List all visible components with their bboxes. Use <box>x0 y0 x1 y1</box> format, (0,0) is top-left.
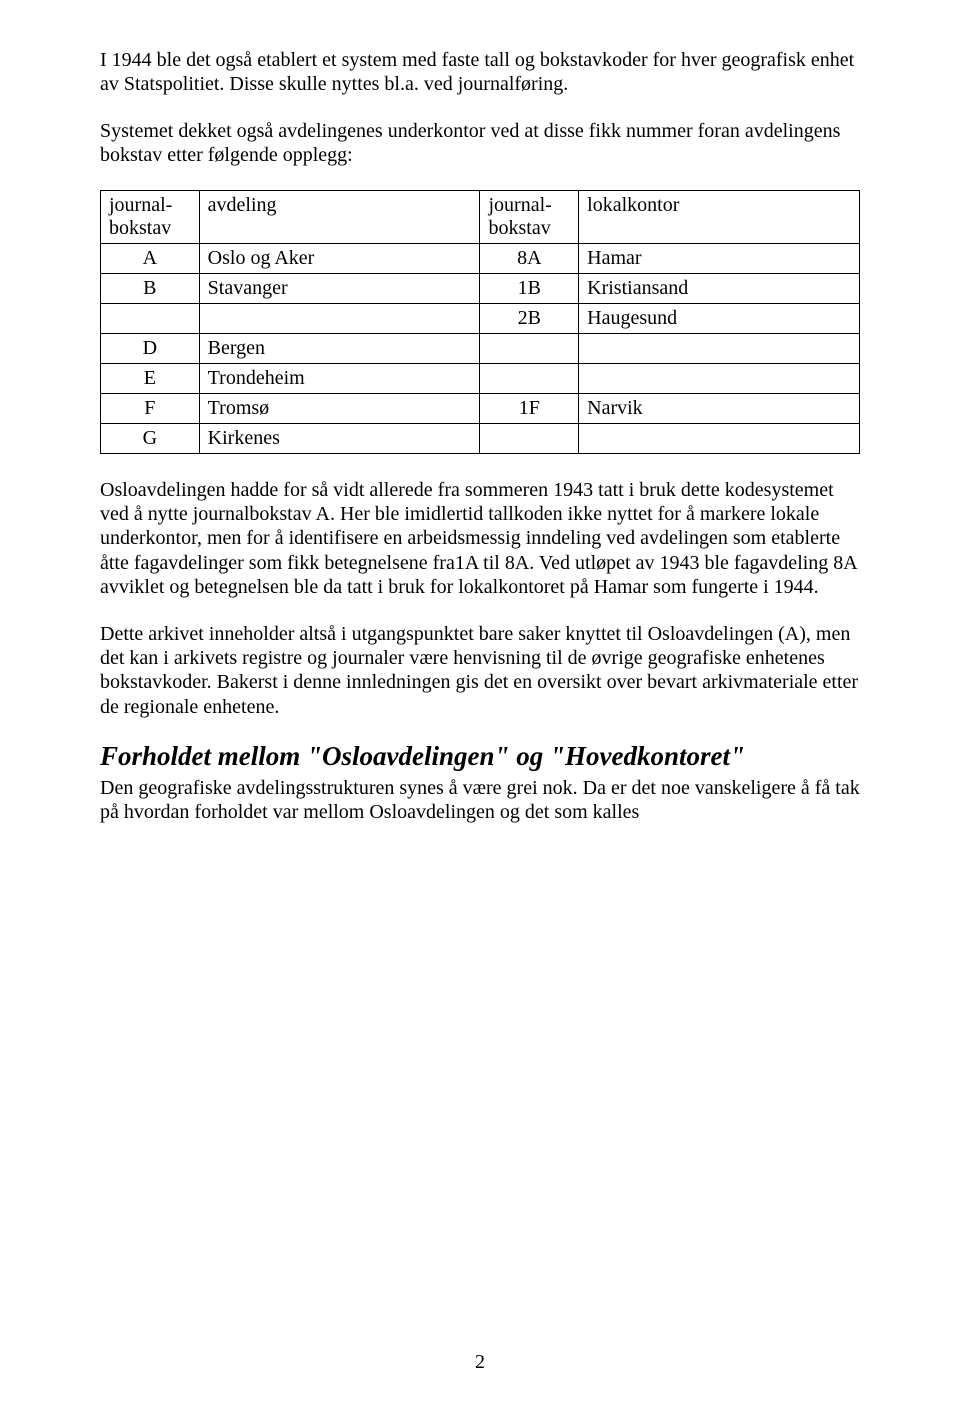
cell <box>199 303 480 333</box>
table-row: E Trondeheim <box>101 363 860 393</box>
cell <box>480 423 579 453</box>
cell: Kirkenes <box>199 423 480 453</box>
cell: G <box>101 423 200 453</box>
paragraph-4: Dette arkivet inneholder altså i utgangs… <box>100 622 860 720</box>
cell: Kristiansand <box>579 273 860 303</box>
cell: Trondeheim <box>199 363 480 393</box>
table-row: B Stavanger 1B Kristiansand <box>101 273 860 303</box>
paragraph-2: Systemet dekket også avdelingenes underk… <box>100 119 860 168</box>
cell: 8A <box>480 243 579 273</box>
cell: F <box>101 393 200 423</box>
cell <box>579 333 860 363</box>
cell: Oslo og Aker <box>199 243 480 273</box>
cell: B <box>101 273 200 303</box>
cell: A <box>101 243 200 273</box>
cell: 1B <box>480 273 579 303</box>
code-table: journal-bokstav avdeling journal-bokstav… <box>100 190 860 454</box>
cell: Hamar <box>579 243 860 273</box>
page-number: 2 <box>0 1351 960 1374</box>
table-row: F Tromsø 1F Narvik <box>101 393 860 423</box>
cell <box>480 333 579 363</box>
th-lokalkontor: lokalkontor <box>579 190 860 243</box>
cell <box>579 363 860 393</box>
cell: 1F <box>480 393 579 423</box>
paragraph-5: Den geografiske avdelingsstrukturen syne… <box>100 776 860 825</box>
cell: Bergen <box>199 333 480 363</box>
th-journal-bokstav-1: journal-bokstav <box>101 190 200 243</box>
table-header-row: journal-bokstav avdeling journal-bokstav… <box>101 190 860 243</box>
th-avdeling: avdeling <box>199 190 480 243</box>
table-row: 2B Haugesund <box>101 303 860 333</box>
paragraph-3: Osloavdelingen hadde for så vidt allered… <box>100 478 860 600</box>
section-heading: Forholdet mellom "Osloavdelingen" og "Ho… <box>100 741 860 772</box>
cell <box>101 303 200 333</box>
cell: 2B <box>480 303 579 333</box>
cell <box>480 363 579 393</box>
cell <box>579 423 860 453</box>
cell: E <box>101 363 200 393</box>
cell: Tromsø <box>199 393 480 423</box>
cell: D <box>101 333 200 363</box>
th-journal-bokstav-2: journal-bokstav <box>480 190 579 243</box>
table-row: A Oslo og Aker 8A Hamar <box>101 243 860 273</box>
paragraph-1: I 1944 ble det også etablert et system m… <box>100 48 860 97</box>
cell: Narvik <box>579 393 860 423</box>
table-row: G Kirkenes <box>101 423 860 453</box>
cell: Stavanger <box>199 273 480 303</box>
cell: Haugesund <box>579 303 860 333</box>
table-row: D Bergen <box>101 333 860 363</box>
